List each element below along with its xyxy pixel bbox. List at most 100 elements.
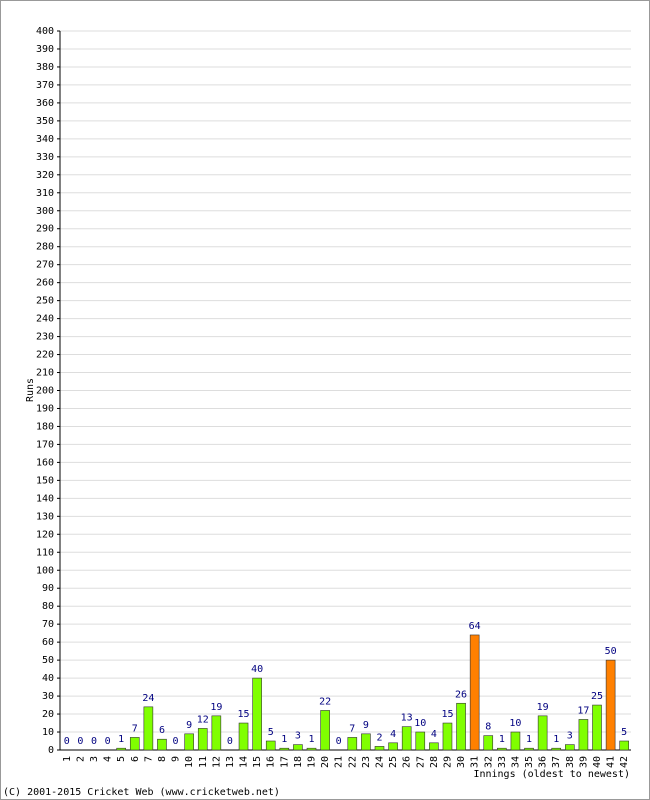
x-tick-label: 25 xyxy=(388,756,399,768)
x-tick-label: 24 xyxy=(374,756,385,768)
bar xyxy=(157,738,167,751)
bar xyxy=(619,740,630,751)
y-tick-label: 200 xyxy=(36,386,54,397)
bar xyxy=(537,715,548,751)
value-label: 15 xyxy=(238,709,250,720)
y-tick-label: 60 xyxy=(42,637,54,648)
bar xyxy=(497,747,507,751)
y-tick-label: 80 xyxy=(42,601,54,612)
y-tick-label: 110 xyxy=(36,547,54,558)
y-tick-label: 40 xyxy=(42,673,54,684)
y-tick-label: 310 xyxy=(36,188,54,199)
x-tick-label: 40 xyxy=(592,756,603,768)
value-label: 3 xyxy=(567,731,573,742)
value-label: 40 xyxy=(251,664,263,675)
y-tick-label: 250 xyxy=(36,296,54,307)
y-tick-label: 350 xyxy=(36,116,54,127)
y-tick-label: 170 xyxy=(36,439,54,450)
y-tick-label: 370 xyxy=(36,80,54,91)
x-tick-label: 4 xyxy=(103,756,114,762)
x-tick-label: 7 xyxy=(143,756,154,762)
x-tick-label: 27 xyxy=(415,756,426,768)
bar xyxy=(578,719,589,751)
bar xyxy=(374,746,385,751)
bar xyxy=(129,737,140,751)
y-tick-label: 160 xyxy=(36,457,54,468)
x-tick-label: 1 xyxy=(62,756,73,762)
value-label: 17 xyxy=(577,705,589,716)
value-label: 7 xyxy=(132,723,138,734)
bar xyxy=(565,744,575,751)
x-tick-label: 35 xyxy=(524,756,535,768)
x-tick-label: 20 xyxy=(320,756,331,768)
bar xyxy=(306,747,317,751)
value-label: 4 xyxy=(390,729,396,740)
y-tick-label: 230 xyxy=(36,332,54,343)
value-label: 3 xyxy=(295,731,301,742)
y-tick-label: 220 xyxy=(36,350,54,361)
bar xyxy=(252,677,262,751)
x-tick-label: 29 xyxy=(442,756,453,768)
value-label: 13 xyxy=(401,713,413,724)
bar xyxy=(415,731,426,751)
bar xyxy=(388,742,398,751)
y-tick-label: 130 xyxy=(36,511,54,522)
bar xyxy=(401,726,412,751)
value-label: 10 xyxy=(509,718,521,729)
value-label: 0 xyxy=(227,736,233,747)
value-label: 1 xyxy=(499,734,505,745)
bar xyxy=(184,733,194,751)
x-tick-label: 33 xyxy=(497,756,508,768)
y-tick-label: 70 xyxy=(42,619,54,630)
x-tick-label: 41 xyxy=(606,756,617,768)
bar xyxy=(347,737,358,751)
y-tick-label: 210 xyxy=(36,368,54,379)
x-tick-label: 12 xyxy=(211,756,222,768)
bar xyxy=(456,702,466,751)
y-tick-label: 120 xyxy=(36,529,54,540)
y-tick-label: 280 xyxy=(36,242,54,253)
x-tick-label: 6 xyxy=(130,756,141,762)
x-tick-label: 10 xyxy=(184,756,195,768)
x-tick-label: 32 xyxy=(483,756,494,768)
x-tick-label: 31 xyxy=(470,756,481,768)
x-tick-label: 11 xyxy=(198,756,209,768)
bar xyxy=(238,722,249,751)
x-tick-label: 34 xyxy=(510,756,521,768)
bar xyxy=(279,747,290,751)
bar xyxy=(197,728,208,751)
y-tick-label: 50 xyxy=(42,655,54,666)
y-tick-label: 270 xyxy=(36,260,54,271)
y-tick-label: 140 xyxy=(36,493,54,504)
y-tick-label: 380 xyxy=(36,62,54,73)
x-axis-label: Innings (oldest to newest) xyxy=(473,769,630,780)
y-tick-label: 10 xyxy=(42,727,54,738)
value-label: 15 xyxy=(441,709,453,720)
value-label: 0 xyxy=(173,736,179,747)
x-tick-label: 39 xyxy=(578,756,589,768)
bar xyxy=(524,747,534,751)
footer: (C) 2001-2015 Cricket Web (www.cricketwe… xyxy=(3,787,280,798)
x-tick-label: 18 xyxy=(293,756,304,768)
bar xyxy=(361,733,371,751)
x-tick-label: 17 xyxy=(279,756,290,768)
bar xyxy=(293,744,303,751)
value-label: 19 xyxy=(210,702,222,713)
value-label: 1 xyxy=(118,734,124,745)
value-label: 1 xyxy=(281,734,287,745)
x-tick-label: 5 xyxy=(116,756,127,762)
value-label: 4 xyxy=(431,729,437,740)
y-tick-label: 330 xyxy=(36,152,54,163)
value-label: 12 xyxy=(197,714,209,725)
x-tick-label: 21 xyxy=(334,756,345,768)
y-tick-label: 320 xyxy=(36,170,54,181)
x-tick-label: 8 xyxy=(157,756,168,762)
y-tick-label: 340 xyxy=(36,134,54,145)
value-label: 5 xyxy=(621,727,627,738)
x-tick-label: 13 xyxy=(225,756,236,768)
y-tick-label: 190 xyxy=(36,403,54,414)
y-tick-label: 260 xyxy=(36,278,54,289)
x-tick-label: 22 xyxy=(347,756,358,768)
